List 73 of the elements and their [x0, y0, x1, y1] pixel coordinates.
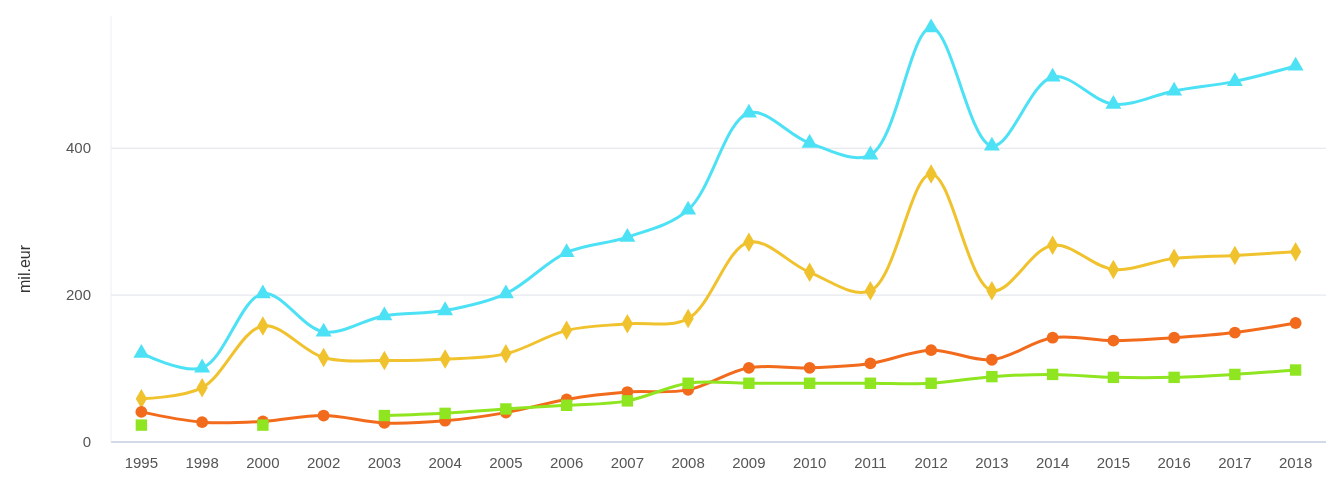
y-axis-title: mil.eur — [16, 244, 33, 294]
point — [801, 133, 818, 148]
point — [378, 409, 391, 422]
point — [1046, 368, 1059, 381]
point — [1289, 317, 1302, 329]
point — [1107, 334, 1120, 347]
point — [1046, 331, 1059, 344]
x-tick-label: 2016 — [1157, 454, 1191, 471]
point — [925, 377, 937, 389]
point — [803, 377, 816, 389]
point — [925, 344, 938, 357]
point — [439, 407, 451, 420]
x-tick-label: 1998 — [185, 454, 219, 471]
x-tick-label: 2018 — [1278, 454, 1313, 471]
point — [985, 353, 998, 366]
y-tick-label: 400 — [65, 139, 91, 157]
point — [1044, 67, 1061, 82]
point — [257, 419, 269, 431]
point — [1168, 371, 1180, 384]
point — [1289, 364, 1302, 376]
point — [196, 416, 209, 429]
point — [862, 145, 879, 160]
point — [864, 357, 877, 370]
point — [923, 18, 940, 33]
point — [317, 409, 330, 422]
x-tick-label: 2002 — [306, 454, 341, 471]
point — [558, 243, 575, 258]
x-tick-label: 2003 — [367, 454, 402, 471]
x-tick-label: 2015 — [1096, 454, 1131, 471]
x-tick-label: 2004 — [428, 454, 462, 471]
x-tick-label: 2007 — [610, 454, 645, 471]
x-tick-label: 2013 — [975, 454, 1009, 471]
y-tick-label: 0 — [82, 433, 91, 451]
point — [500, 403, 512, 415]
point — [1226, 72, 1243, 86]
point — [803, 361, 816, 374]
point — [135, 405, 148, 418]
x-tick-label: 2006 — [549, 454, 584, 471]
point — [983, 136, 1000, 151]
x-tick-label: 2014 — [1035, 454, 1070, 471]
x-tick-label: 2011 — [854, 454, 887, 471]
point — [621, 395, 634, 407]
point — [254, 284, 271, 299]
point — [1287, 56, 1304, 71]
point — [1166, 81, 1183, 96]
point — [740, 103, 757, 118]
point — [743, 377, 755, 389]
point — [1229, 368, 1241, 381]
y-tick-label: 200 — [65, 286, 91, 304]
point — [437, 301, 454, 316]
point — [560, 399, 573, 411]
x-tick-label: 2010 — [792, 454, 827, 471]
point — [619, 227, 636, 242]
x-tick-label: 2008 — [671, 454, 705, 471]
point — [986, 370, 998, 383]
point — [1168, 331, 1181, 344]
point — [1105, 94, 1122, 109]
x-tick-label: 2009 — [732, 454, 766, 471]
point — [1107, 371, 1120, 384]
point — [497, 284, 514, 299]
point — [315, 322, 332, 337]
point — [135, 419, 148, 431]
point — [1228, 326, 1241, 339]
x-tick-label: 1995 — [124, 454, 159, 471]
point — [682, 377, 694, 389]
point — [864, 377, 877, 389]
x-tick-label: 2000 — [246, 454, 280, 471]
x-tick-label: 2005 — [489, 454, 523, 471]
point — [742, 361, 755, 374]
point — [376, 306, 393, 321]
point — [680, 200, 697, 215]
x-tick-label: 2012 — [914, 454, 948, 471]
x-tick-label: 2017 — [1218, 454, 1252, 471]
